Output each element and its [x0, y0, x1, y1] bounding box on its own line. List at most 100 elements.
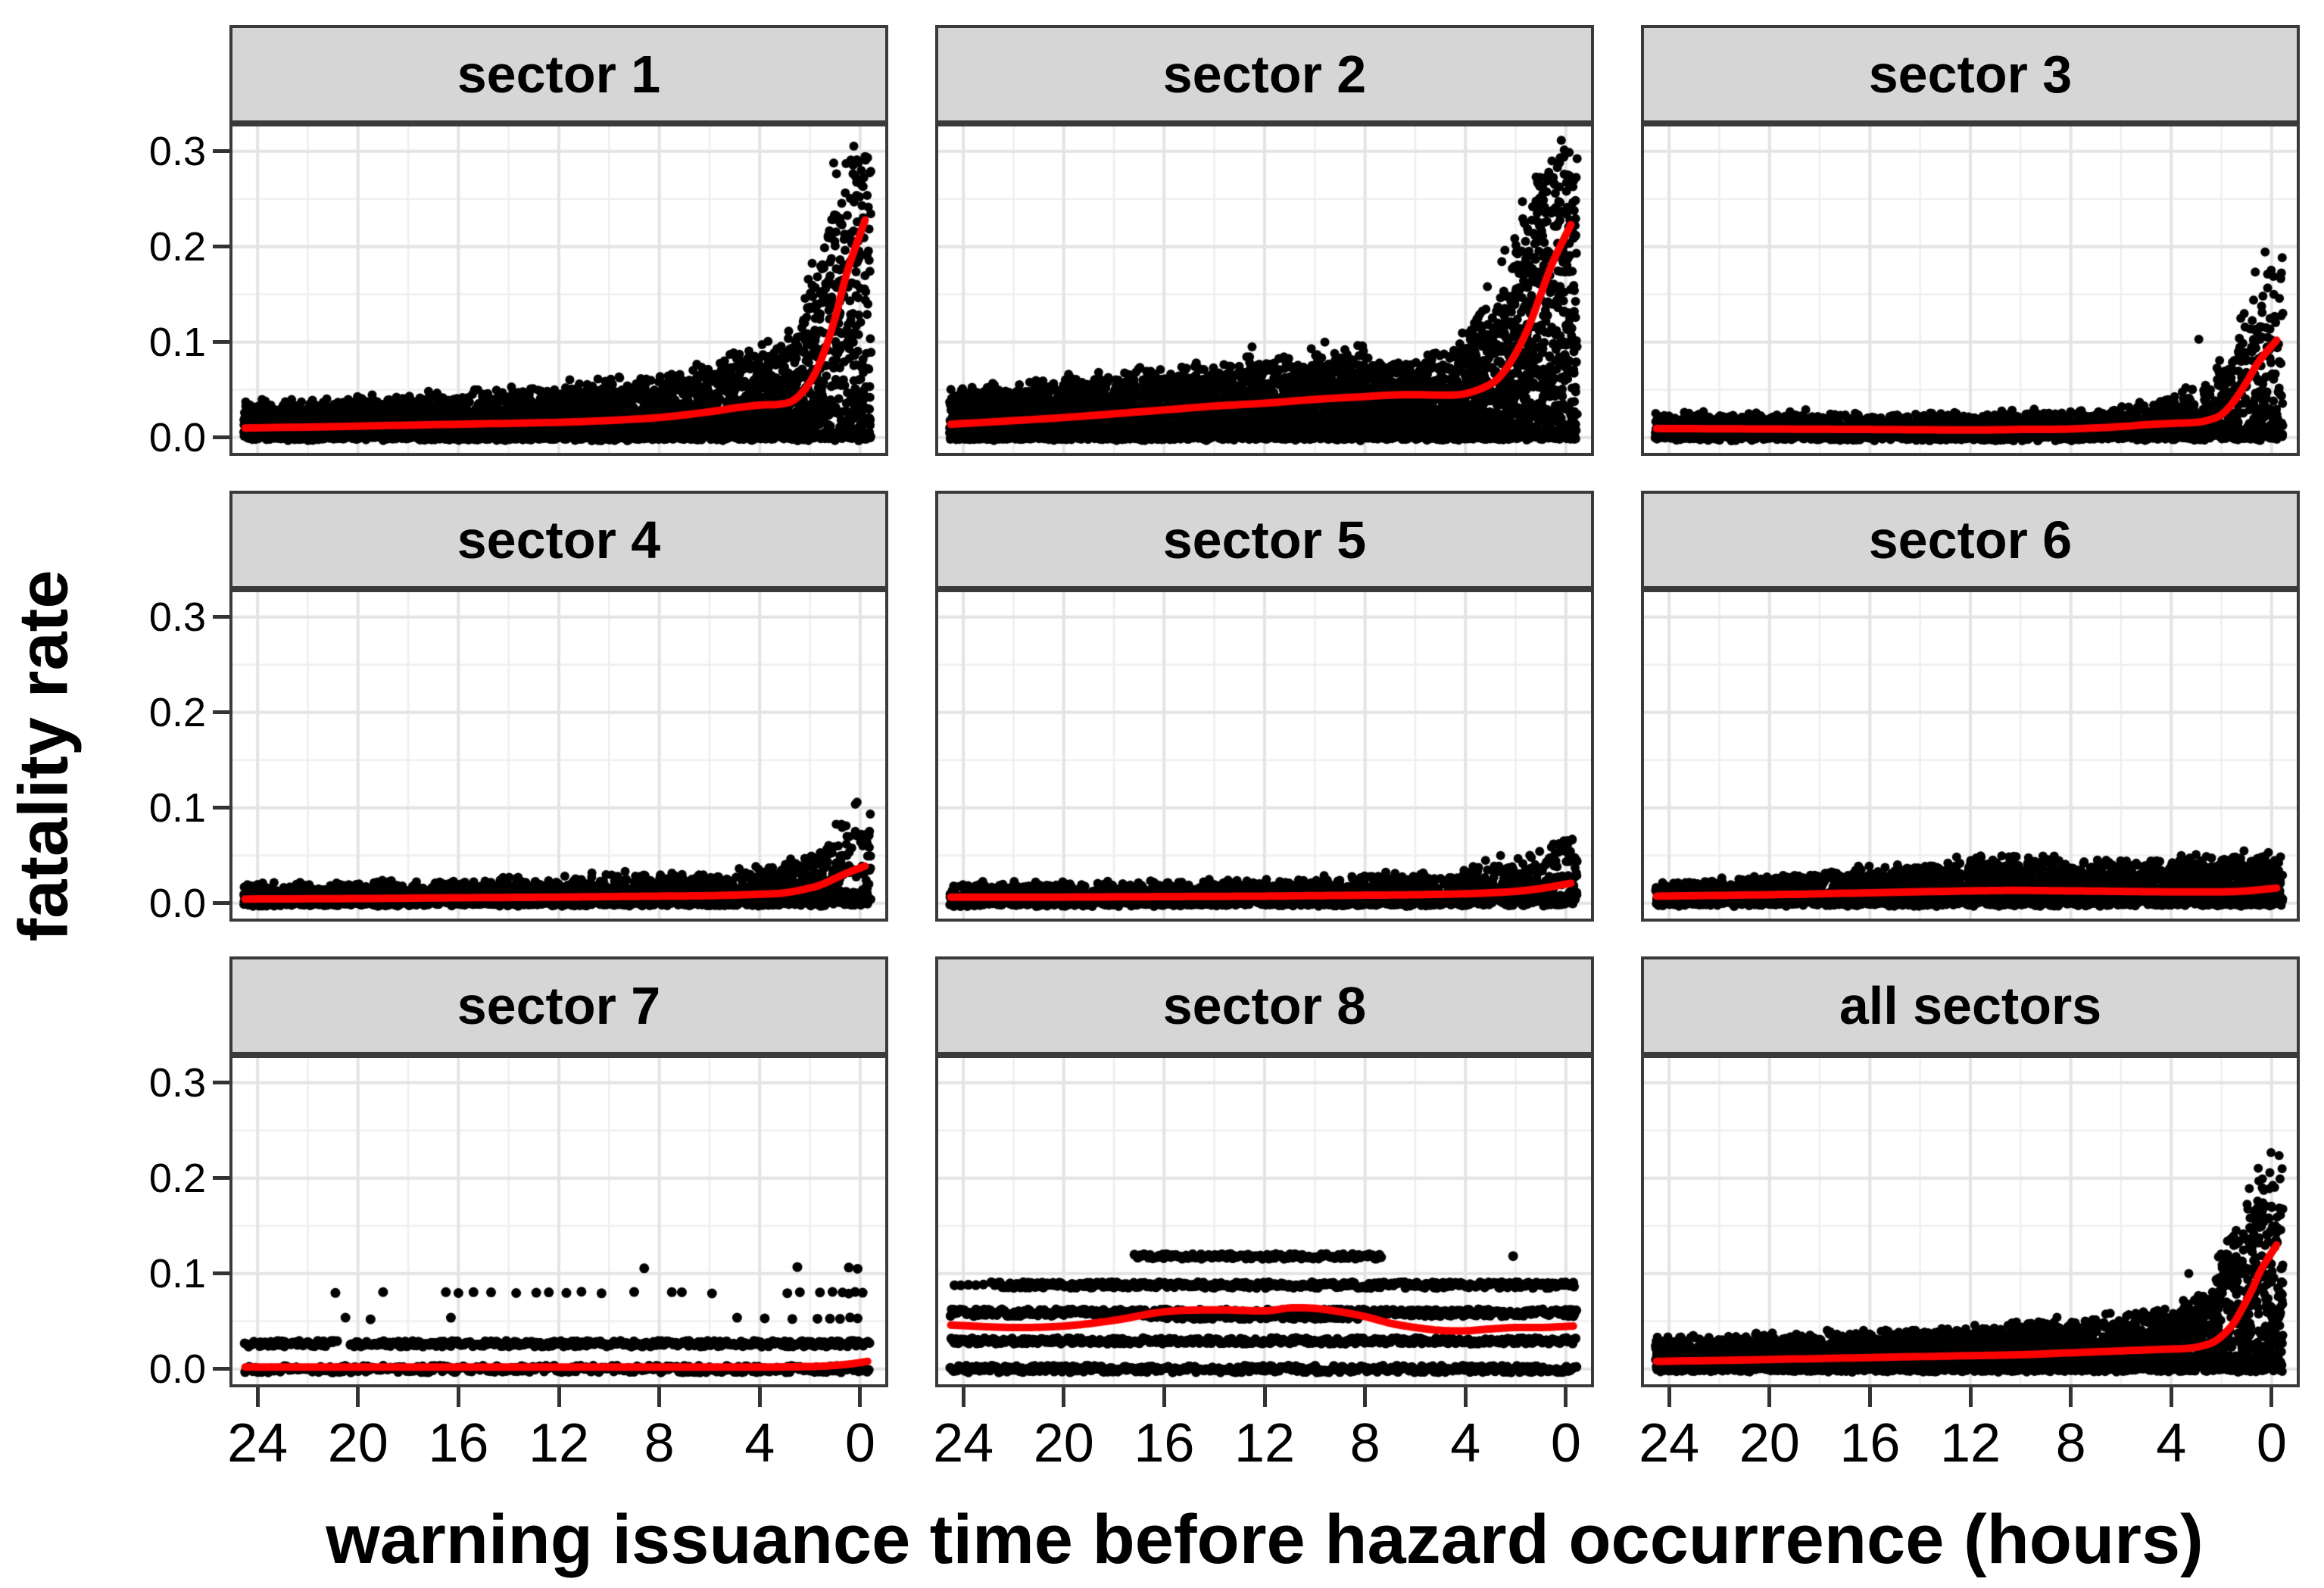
y-axis-tick-mark — [213, 710, 229, 715]
y-axis-tick-label: 0.2 — [148, 1155, 206, 1201]
y-axis-tick-mark — [213, 1081, 229, 1085]
y-axis-tick-mark — [213, 435, 229, 440]
x-axis-tick-mark — [1667, 1387, 1671, 1407]
x-axis-tick-mark — [1363, 1387, 1368, 1407]
facet-sector-1: sector 1 — [229, 25, 888, 456]
y-axis-tick-label: 0.2 — [148, 223, 206, 270]
y-axis-tick-mark — [213, 806, 229, 810]
facet-strip: sector 6 — [1641, 491, 2300, 589]
facet-strip: sector 1 — [229, 25, 888, 123]
facet-panel-canvas — [1644, 1058, 2297, 1384]
facet-strip: sector 8 — [935, 956, 1594, 1055]
facet-sector-8: sector 8 — [935, 956, 1594, 1387]
x-axis-tick-mark — [1968, 1387, 1973, 1407]
y-axis-tick-mark — [213, 615, 229, 619]
x-axis-tick-label: 12 — [528, 1413, 590, 1474]
x-axis-tick-mark — [858, 1387, 863, 1407]
facet-strip: sector 2 — [935, 25, 1594, 123]
facet-strip: sector 3 — [1641, 25, 2300, 123]
x-axis-tick-mark — [1062, 1387, 1066, 1407]
facet-panel — [1641, 1055, 2300, 1387]
facet-strip-label: sector 2 — [1162, 45, 1367, 104]
facet-panel — [229, 1055, 888, 1387]
x-axis-tick-label: 24 — [227, 1413, 289, 1474]
facet-panel-canvas — [938, 126, 1591, 453]
facet-panel — [1641, 589, 2300, 922]
x-axis-tick-mark — [1867, 1387, 1872, 1407]
x-axis-tick-label: 20 — [1033, 1413, 1094, 1474]
x-axis-tick-mark — [1463, 1387, 1468, 1407]
x-axis-tick-mark — [557, 1387, 561, 1407]
x-axis-tick-label: 20 — [1739, 1413, 1800, 1474]
x-axis-tick-label: 12 — [1234, 1413, 1296, 1474]
facet-panel — [935, 589, 1594, 922]
x-axis-tick-label: 8 — [644, 1413, 675, 1474]
x-axis-tick-label: 0 — [1550, 1413, 1581, 1474]
x-axis-tick-label: 8 — [2055, 1413, 2086, 1474]
x-axis-tick-mark — [2269, 1387, 2274, 1407]
y-axis-tick-label: 0.0 — [148, 414, 206, 460]
facet-panel — [229, 589, 888, 922]
x-axis-tick-label: 0 — [2256, 1413, 2287, 1474]
facet-strip-label: sector 8 — [1162, 976, 1367, 1035]
facet-strip-label: sector 4 — [457, 510, 661, 569]
facet-sector-2: sector 2 — [935, 25, 1594, 456]
y-axis-tick-mark — [213, 1367, 229, 1371]
y-axis-tick-label: 0.1 — [148, 785, 206, 831]
x-axis-tick-label: 24 — [1639, 1413, 1700, 1474]
x-axis-tick-mark — [2169, 1387, 2173, 1407]
x-axis-tick-mark — [255, 1387, 260, 1407]
x-axis-tick-mark — [2069, 1387, 2073, 1407]
x-axis-tick-label: 4 — [744, 1413, 775, 1474]
facet-panel-canvas — [938, 592, 1591, 919]
x-axis-tick-mark — [1162, 1387, 1166, 1407]
facet-strip-label: sector 1 — [457, 45, 661, 104]
facet-sector-7: sector 7 — [229, 956, 888, 1387]
x-axis-tick-label: 4 — [2156, 1413, 2187, 1474]
y-axis-tick-label: 0.0 — [148, 1346, 206, 1392]
x-axis-tick-mark — [456, 1387, 460, 1407]
facet-all-sectors: all sectors — [1641, 956, 2300, 1387]
facet-panel-canvas — [1644, 592, 2297, 919]
y-axis-tick-label: 0.3 — [148, 594, 206, 640]
facet-panel-canvas — [1644, 126, 2297, 453]
x-axis-tick-label: 4 — [1450, 1413, 1481, 1474]
facet-sector-3: sector 3 — [1641, 25, 2300, 456]
facet-panel-canvas — [938, 1058, 1591, 1384]
x-axis-tick-label: 12 — [1939, 1413, 2001, 1474]
facet-strip: sector 7 — [229, 956, 888, 1055]
y-axis-tick-mark — [213, 1176, 229, 1181]
facet-panel — [935, 123, 1594, 456]
x-axis-tick-label: 8 — [1349, 1413, 1380, 1474]
x-axis-tick-mark — [1767, 1387, 1772, 1407]
facet-sector-4: sector 4 — [229, 491, 888, 922]
x-axis-title: warning issuance time before hazard occu… — [326, 1501, 2204, 1578]
x-axis-tick-label: 16 — [1839, 1413, 1901, 1474]
y-axis-tick-label: 0.3 — [148, 128, 206, 174]
facet-panel — [1641, 123, 2300, 456]
facet-strip: sector 5 — [935, 491, 1594, 589]
facet-panel-canvas — [232, 126, 885, 453]
facet-strip-label: all sectors — [1839, 976, 2102, 1035]
y-axis-tick-label: 0.1 — [148, 1250, 206, 1296]
x-axis-tick-mark — [356, 1387, 360, 1407]
facet-panel-canvas — [232, 1058, 885, 1384]
facet-sector-6: sector 6 — [1641, 491, 2300, 922]
x-axis-tick-mark — [1564, 1387, 1568, 1407]
facet-strip: all sectors — [1641, 956, 2300, 1055]
facet-strip-label: sector 7 — [457, 976, 661, 1035]
x-axis-tick-mark — [657, 1387, 662, 1407]
facet-strip-label: sector 6 — [1868, 510, 2073, 569]
x-axis-tick-mark — [961, 1387, 965, 1407]
x-axis-tick-mark — [757, 1387, 762, 1407]
facet-panel-canvas — [232, 592, 885, 919]
x-axis-tick-label: 20 — [327, 1413, 388, 1474]
facet-panel — [935, 1055, 1594, 1387]
y-axis-tick-label: 0.2 — [148, 689, 206, 735]
y-axis-tick-label: 0.0 — [148, 880, 206, 926]
facet-panel — [229, 123, 888, 456]
y-axis-tick-mark — [213, 340, 229, 345]
x-axis-tick-label: 24 — [933, 1413, 994, 1474]
y-axis-tick-mark — [213, 1271, 229, 1276]
